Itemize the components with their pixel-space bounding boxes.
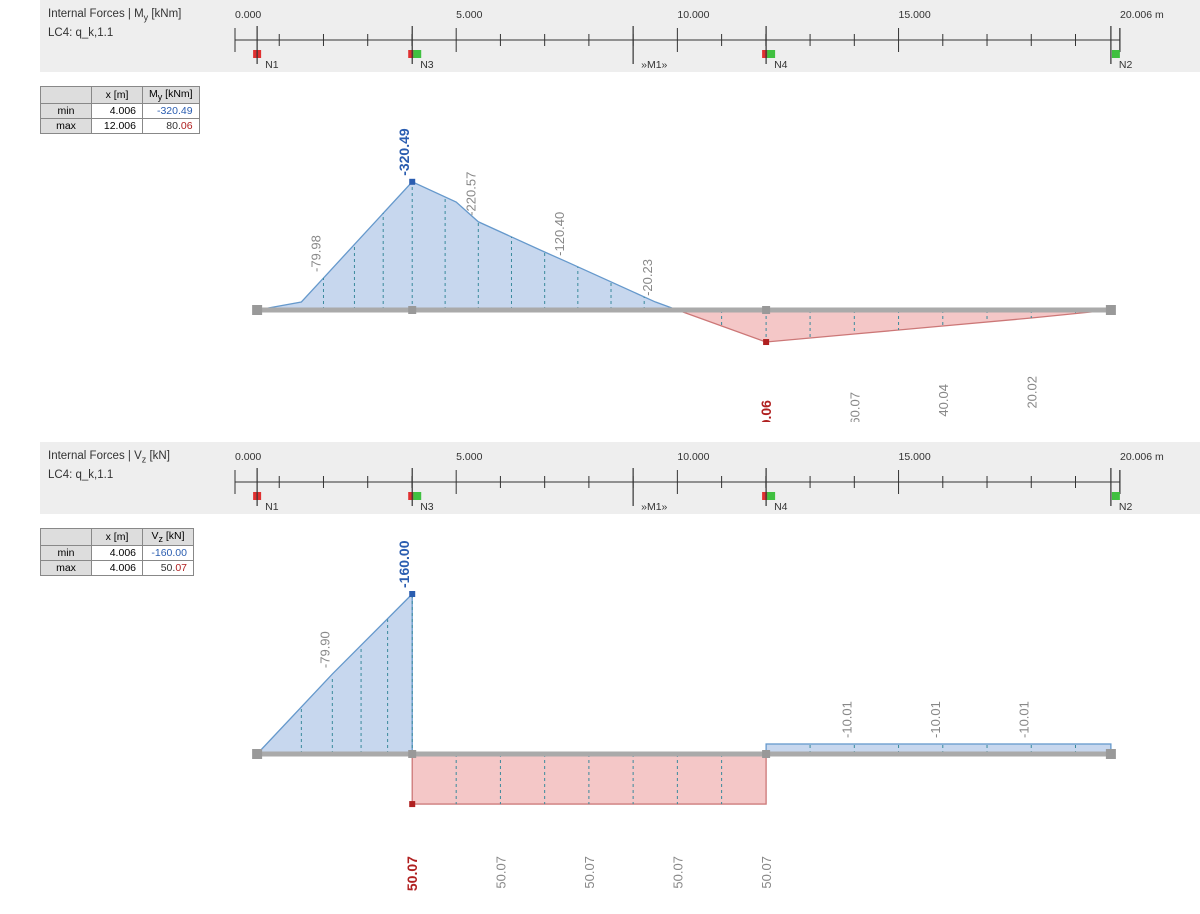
th-val-my: My [kNm]: [149, 88, 193, 100]
title-unit: [kNm]: [148, 8, 181, 20]
svg-text:-10.01: -10.01: [839, 701, 854, 738]
minmax-table-my: x [m] My [kNm] min 4.006 -320.49 max 12.…: [40, 86, 200, 134]
svg-text:»M1»: »M1»: [641, 501, 667, 513]
row-min-v: -320.49: [143, 104, 200, 119]
header-strip-vz: Internal Forces | Vz [kN] LC4: q_k,1.1 0…: [40, 442, 1200, 514]
shear-diagram-block: Internal Forces | Vz [kN] LC4: q_k,1.1 0…: [0, 442, 1200, 894]
th-x: x [m]: [92, 87, 143, 104]
svg-text:»M1»: »M1»: [641, 59, 667, 71]
title-text: Internal Forces | M: [48, 8, 144, 20]
svg-text:-20.23: -20.23: [640, 259, 655, 296]
loadcase-text: LC4: q_k,1.1: [48, 25, 181, 41]
th-blank: [41, 529, 92, 546]
svg-text:-120.40: -120.40: [552, 212, 567, 256]
header-titles-vz: Internal Forces | Vz [kN] LC4: q_k,1.1: [48, 448, 170, 483]
th-val-vz: Vz [kN]: [151, 530, 184, 542]
svg-text:N4: N4: [774, 501, 788, 513]
svg-text:15.000: 15.000: [899, 451, 931, 463]
svg-text:N1: N1: [265, 59, 279, 71]
svg-text:-10.01: -10.01: [1016, 701, 1031, 738]
row-max-label: max: [41, 119, 92, 134]
svg-text:60.07: 60.07: [847, 392, 862, 422]
svg-text:-79.90: -79.90: [317, 631, 332, 668]
svg-text:50.07: 50.07: [670, 856, 685, 889]
axis-ruler-my: 0.000 5.000 10.000 15.000 20.006 m N1 N3 »M1» N4…: [40, 0, 1200, 72]
svg-text:N2: N2: [1119, 59, 1133, 71]
axis-ruler-vz: 0.000 5.000 10.000 15.000 20.006 m N1 N3 »M1» N4…: [40, 442, 1200, 514]
svg-text:-320.49: -320.49: [396, 128, 412, 176]
row-max-v: 80.06: [143, 119, 200, 134]
svg-text:50.07: 50.07: [759, 856, 774, 889]
svg-text:50.07: 50.07: [582, 856, 597, 889]
svg-text:-10.01: -10.01: [928, 701, 943, 738]
header-titles-my: Internal Forces | My [kNm] LC4: q_k,1.1: [48, 6, 181, 41]
svg-text:80.06: 80.06: [758, 400, 774, 422]
table-row: min 4.006 -320.49: [41, 104, 200, 119]
svg-text:-160.00: -160.00: [396, 540, 412, 588]
svg-text:N1: N1: [265, 501, 279, 513]
th-val: My [kNm]: [143, 87, 200, 104]
svg-text:5.000: 5.000: [456, 9, 482, 21]
table-header-row: x [m] My [kNm]: [41, 87, 200, 104]
row-min-x: 4.006: [92, 104, 143, 119]
svg-text:N3: N3: [420, 501, 434, 513]
row-min-label: min: [41, 546, 92, 561]
title-line-1: Internal Forces | Vz [kN]: [48, 448, 170, 467]
header-strip-my: Internal Forces | My [kNm] LC4: q_k,1.1 …: [40, 0, 1200, 72]
title-unit: [kN]: [146, 450, 170, 462]
title-line-1: Internal Forces | My [kNm]: [48, 6, 181, 25]
th-val: Vz [kN]: [143, 529, 194, 546]
svg-text:0.000: 0.000: [235, 451, 261, 463]
title-text: Internal Forces | V: [48, 450, 142, 462]
svg-text:N4: N4: [774, 59, 788, 71]
svg-text:15.000: 15.000: [899, 9, 931, 21]
table-row: min 4.006 -160.00: [41, 546, 194, 561]
svg-text:20.02: 20.02: [1024, 376, 1039, 409]
table-header-row: x [m] Vz [kN]: [41, 529, 194, 546]
loadcase-text: LC4: q_k,1.1: [48, 467, 170, 483]
svg-text:0.000: 0.000: [235, 9, 261, 21]
table-row: max 4.006 50.07: [41, 561, 194, 576]
row-max-v: 50.07: [143, 561, 194, 576]
row-max-x: 4.006: [92, 561, 143, 576]
svg-text:10.000: 10.000: [677, 9, 709, 21]
row-max-x: 12.006: [92, 119, 143, 134]
row-min-x: 4.006: [92, 546, 143, 561]
row-max-label: max: [41, 561, 92, 576]
table-row: max 12.006 80.06: [41, 119, 200, 134]
minmax-table-vz: x [m] Vz [kN] min 4.006 -160.00 max 4.00…: [40, 528, 194, 576]
svg-text:-220.57: -220.57: [463, 172, 478, 216]
svg-text:10.000: 10.000: [677, 451, 709, 463]
moment-diagram-block: Internal Forces | My [kNm] LC4: q_k,1.1 …: [0, 0, 1200, 422]
svg-text:-79.98: -79.98: [308, 235, 323, 272]
svg-text:N3: N3: [420, 59, 434, 71]
svg-text:50.07: 50.07: [493, 856, 508, 889]
svg-text:20.006 m: 20.006 m: [1120, 451, 1164, 463]
row-min-v: -160.00: [143, 546, 194, 561]
svg-text:40.04: 40.04: [936, 384, 951, 417]
th-x: x [m]: [92, 529, 143, 546]
svg-text:50.07: 50.07: [404, 856, 420, 891]
svg-text:20.006 m: 20.006 m: [1120, 9, 1164, 21]
th-blank: [41, 87, 92, 104]
svg-text:N2: N2: [1119, 501, 1133, 513]
svg-text:5.000: 5.000: [456, 451, 482, 463]
row-min-label: min: [41, 104, 92, 119]
